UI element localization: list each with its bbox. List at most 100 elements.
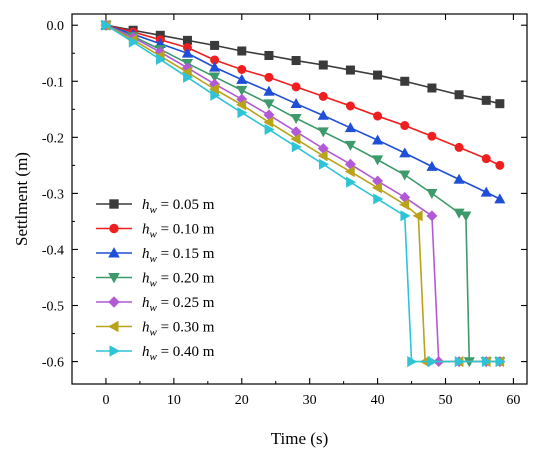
triangle-down-marker [399,170,411,181]
legend-value: = 0.20 m [157,271,215,287]
square-marker [481,95,491,105]
y-tick-label: 0.0 [47,19,65,34]
triangle-down-marker [317,127,329,138]
y-tick-label: -0.1 [42,75,64,90]
circle-marker [109,223,119,234]
triangle-left-marker [371,182,382,194]
legend-subscript: w [150,204,158,216]
legend-value: = 0.05 m [157,197,215,213]
legend-label: hw = 0.25 m [142,295,215,314]
circle-marker [373,111,383,121]
circle-marker [291,82,301,92]
axes: 0 10 20 30 40 50 60 0.0 -0.1 -0.2 -0.3 -0.4 -0.5 -0.6 [42,13,528,408]
series-5 [100,19,505,368]
series-0 [101,20,505,109]
triangle-up-marker [317,109,329,120]
triangle-right-marker [407,356,418,368]
square-marker [237,46,247,56]
triangle-up-marker [344,122,356,133]
triangle-right-marker [495,356,506,368]
triangle-up-marker [290,98,302,109]
series-line [105,24,500,363]
triangle-right-marker [101,19,112,31]
x-tick-label: 10 [167,393,181,408]
x-tick-label: 50 [439,393,453,408]
legend-item: hw = 0.15 m [96,246,215,265]
square-marker [210,40,220,50]
legend-var: h [142,320,150,336]
square-marker [373,70,383,80]
triangle-up-marker [453,173,465,184]
triangle-left-marker [317,150,328,162]
triangle-right-marker [237,107,248,119]
triangle-right-marker [346,176,357,188]
series-group [100,19,506,368]
triangle-right-marker [427,356,438,368]
circle-marker [400,121,410,131]
triangle-up-marker [480,186,492,197]
legend-value: = 0.30 m [157,320,215,336]
legend-var: h [142,271,150,287]
triangle-left-marker [399,199,410,211]
diamond-marker [426,210,438,222]
legend-var: h [142,246,150,262]
triangle-down-marker [236,85,248,96]
legend-var: h [142,344,150,360]
triangle-left-marker [290,133,301,145]
legend-item: hw = 0.10 m [96,222,215,241]
y-tick-label: -0.3 [42,187,64,202]
legend-value: = 0.10 m [157,222,215,238]
square-marker [291,56,301,66]
triangle-right-marker [373,193,384,205]
triangle-down-marker [344,140,356,151]
legend-subscript: w [150,278,158,290]
legend-subscript: w [150,253,158,265]
triangle-down-marker [290,113,302,124]
triangle-down-marker [460,211,472,222]
series-6 [101,19,506,368]
triangle-right-marker [109,345,120,357]
triangle-up-marker [399,147,411,158]
circle-marker [237,65,247,75]
series-line [105,24,500,363]
triangle-down-marker [426,189,438,200]
y-tick-label: -0.4 [42,243,64,258]
y-tick-label: -0.6 [42,356,64,371]
legend-label: hw = 0.10 m [142,222,215,241]
legend-label: hw = 0.15 m [142,246,215,265]
legend-var: h [142,197,150,213]
circle-marker [427,131,437,141]
triangle-right-marker [210,89,221,101]
legend-item: hw = 0.20 m [96,271,215,290]
square-marker [264,50,274,60]
y-axis-title: Settlment (m) [12,152,31,246]
triangle-right-marker [454,356,465,368]
legend-subscript: w [150,229,158,241]
triangle-left-marker [108,320,119,333]
legend-item: hw = 0.40 m [96,344,215,363]
circle-marker [264,72,274,82]
triangle-left-marker [344,165,355,178]
triangle-right-marker [400,210,411,222]
legend-item: hw = 0.30 m [96,320,215,339]
triangle-up-marker [108,247,120,258]
legend-subscript: w [150,351,158,363]
series-line [105,24,501,200]
series-line [105,24,500,363]
x-tick-label: 40 [371,393,385,408]
triangle-up-marker [236,73,248,84]
legend-label: hw = 0.05 m [142,197,215,216]
legend-subscript: w [150,327,158,339]
triangle-right-marker [291,141,302,153]
series-3 [100,20,506,368]
circle-marker [495,160,505,170]
diamond-marker [108,296,120,308]
x-tick-label: 0 [102,393,109,408]
y-tick-label: -0.2 [42,131,64,146]
triangle-up-marker [372,134,384,145]
triangle-down-marker [263,99,275,110]
series-4 [100,19,506,368]
triangle-up-marker [426,160,438,171]
legend-value: = 0.25 m [157,295,215,311]
circle-marker [318,91,328,101]
